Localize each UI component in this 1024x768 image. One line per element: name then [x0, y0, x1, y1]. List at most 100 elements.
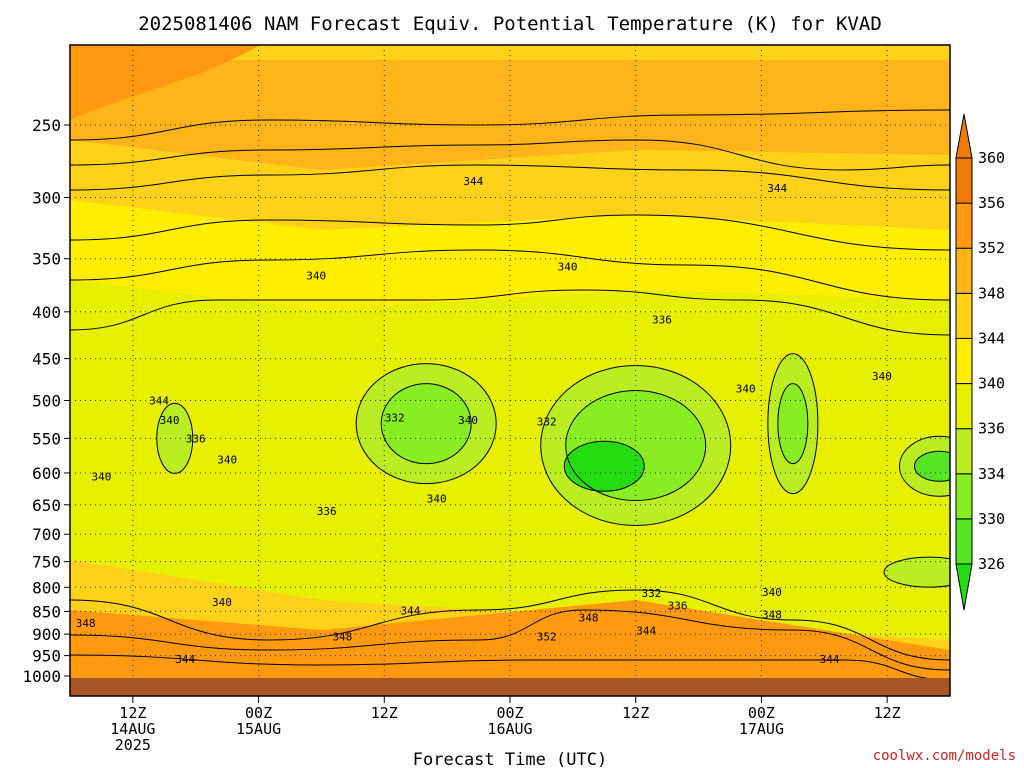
core-6 [777, 383, 808, 464]
contour-ring-7 [899, 435, 950, 497]
contour-label-20: 336 [668, 599, 688, 612]
contour-label-29: 344 [820, 653, 840, 666]
contour-line-7 [70, 609, 950, 671]
contour-label-28: 344 [175, 653, 195, 666]
contour-ring-4 [563, 440, 645, 492]
contour-label-6: 344 [149, 395, 169, 408]
contour-label-14: 340 [736, 382, 756, 395]
contour-label-9: 340 [217, 453, 237, 466]
contour-label-3: 340 [558, 261, 578, 274]
x-tick-label-36-0: 12Z [371, 704, 398, 722]
y-tick-label-950: 950 [32, 647, 61, 666]
x-tick-label-60-0: 12Z [622, 704, 649, 722]
contour-line-3 [70, 214, 950, 251]
color-band-5 [70, 600, 950, 696]
contour-ring-5 [767, 353, 819, 495]
y-tick-label-750: 750 [32, 553, 61, 572]
x-tick-label-72-0: 00Z [748, 704, 775, 722]
colorbar-tick-340: 340 [978, 375, 1005, 393]
contour-line-4 [70, 249, 950, 301]
colorbar-cell-348 [955, 247, 973, 294]
contour-label-10: 340 [91, 470, 111, 483]
contour-ring-1 [380, 383, 472, 465]
contour-label-1: 344 [767, 182, 787, 195]
contour-label-23: 348 [332, 630, 352, 643]
y-tick-label-250: 250 [32, 116, 61, 135]
colorbar-tick-348: 348 [978, 284, 1005, 302]
credit-text: coolwx.com/models [873, 748, 1016, 764]
y-tick-label-450: 450 [32, 350, 61, 369]
x-tick-label-12-0: 12Z [119, 704, 146, 722]
contour-line-8 [70, 654, 950, 681]
colorbar-cell-330 [955, 473, 973, 520]
y-tick-label-350: 350 [32, 250, 61, 269]
contour-line-6 [70, 589, 950, 661]
plot-area: 344 344 340 340 336 340 344 340 336 340 340 332 340 3… [70, 45, 950, 696]
ground-strip [70, 678, 950, 696]
contour-label-27: 352 [537, 630, 557, 643]
colorbar-tick-352: 352 [978, 239, 1005, 257]
contour-ring-8 [914, 450, 950, 482]
y-tick-label-300: 300 [32, 188, 61, 207]
contour-label-13: 332 [537, 415, 557, 428]
y-axis: 250 300 350 400 450 500 550 600 650 700 750 800 850 9… [22, 116, 70, 686]
y-tick-label-600: 600 [32, 464, 61, 483]
contour-label-4: 336 [652, 314, 672, 327]
colorbar-cell-356 [955, 157, 973, 204]
y-tick-label-1000: 1000 [22, 667, 61, 686]
contour-label-21: 340 [762, 586, 782, 599]
y-tick-label-550: 550 [32, 429, 61, 448]
contour-label-22: 348 [76, 617, 96, 630]
core-10 [156, 403, 193, 474]
colorbar-cell-340 [955, 337, 973, 385]
colorbar-cell-352 [955, 202, 973, 249]
contour-line-0 [70, 109, 950, 141]
contour-lines [70, 109, 950, 681]
contour-ring-10 [156, 402, 194, 474]
colorbar-tick-356: 356 [978, 194, 1005, 212]
y-tick-label-900: 900 [32, 625, 61, 644]
y-tick-label-400: 400 [32, 303, 61, 322]
colorbar-cell-336 [955, 383, 973, 430]
contour-labels: 344 344 340 340 336 340 344 340 336 340 340 332 340 3… [76, 175, 892, 666]
colorbar-tick-326: 326 [978, 555, 1005, 573]
contour-label-16: 340 [427, 493, 447, 506]
contour-label-25: 348 [762, 609, 782, 622]
contour-label-15: 336 [317, 505, 337, 518]
colorbar-tick-344: 344 [978, 329, 1005, 347]
y-tick-label-800: 800 [32, 578, 61, 597]
contour-label-0: 344 [463, 175, 483, 188]
contour-label-2: 340 [306, 269, 326, 282]
warm-corner [70, 45, 260, 120]
colorbar-tick-330: 330 [978, 510, 1005, 528]
chart-title: 2025081406 NAM Forecast Equiv. Potential… [138, 13, 882, 35]
y-tick-label-850: 850 [32, 602, 61, 621]
contour-line-1 [70, 139, 950, 171]
core-8 [914, 451, 950, 482]
contour-line-5 [70, 289, 950, 336]
y-tick-label-500: 500 [32, 392, 61, 411]
contour-ring-6 [777, 383, 809, 465]
x-tick-label-72-1: 17AUG [739, 720, 784, 738]
colorbar-cell-344 [955, 292, 973, 339]
x-tick-label-12-1: 14AUG [110, 720, 155, 738]
contour-label-17: 340 [212, 596, 232, 609]
colorbar-cell-326 [955, 518, 973, 565]
grid-lines [70, 45, 950, 696]
core-4 [564, 441, 645, 492]
contour-label-11: 332 [385, 412, 405, 425]
contour-label-24: 348 [579, 611, 599, 624]
x-axis-label: Forecast Time (UTC) [413, 750, 607, 768]
contour-label-18: 344 [401, 604, 421, 617]
x-tick-label-48-0: 00Z [496, 704, 523, 722]
colorbar-tick-360: 360 [978, 149, 1005, 167]
x-tick-label-24-0: 00Z [245, 704, 272, 722]
core-9 [884, 557, 950, 588]
contour-label-12: 340 [458, 414, 478, 427]
contour-line-2 [70, 164, 950, 191]
y-tick-label-700: 700 [32, 525, 61, 544]
contour-label-8: 336 [186, 432, 206, 445]
x-tick-label-12-2: 2025 [115, 736, 151, 754]
